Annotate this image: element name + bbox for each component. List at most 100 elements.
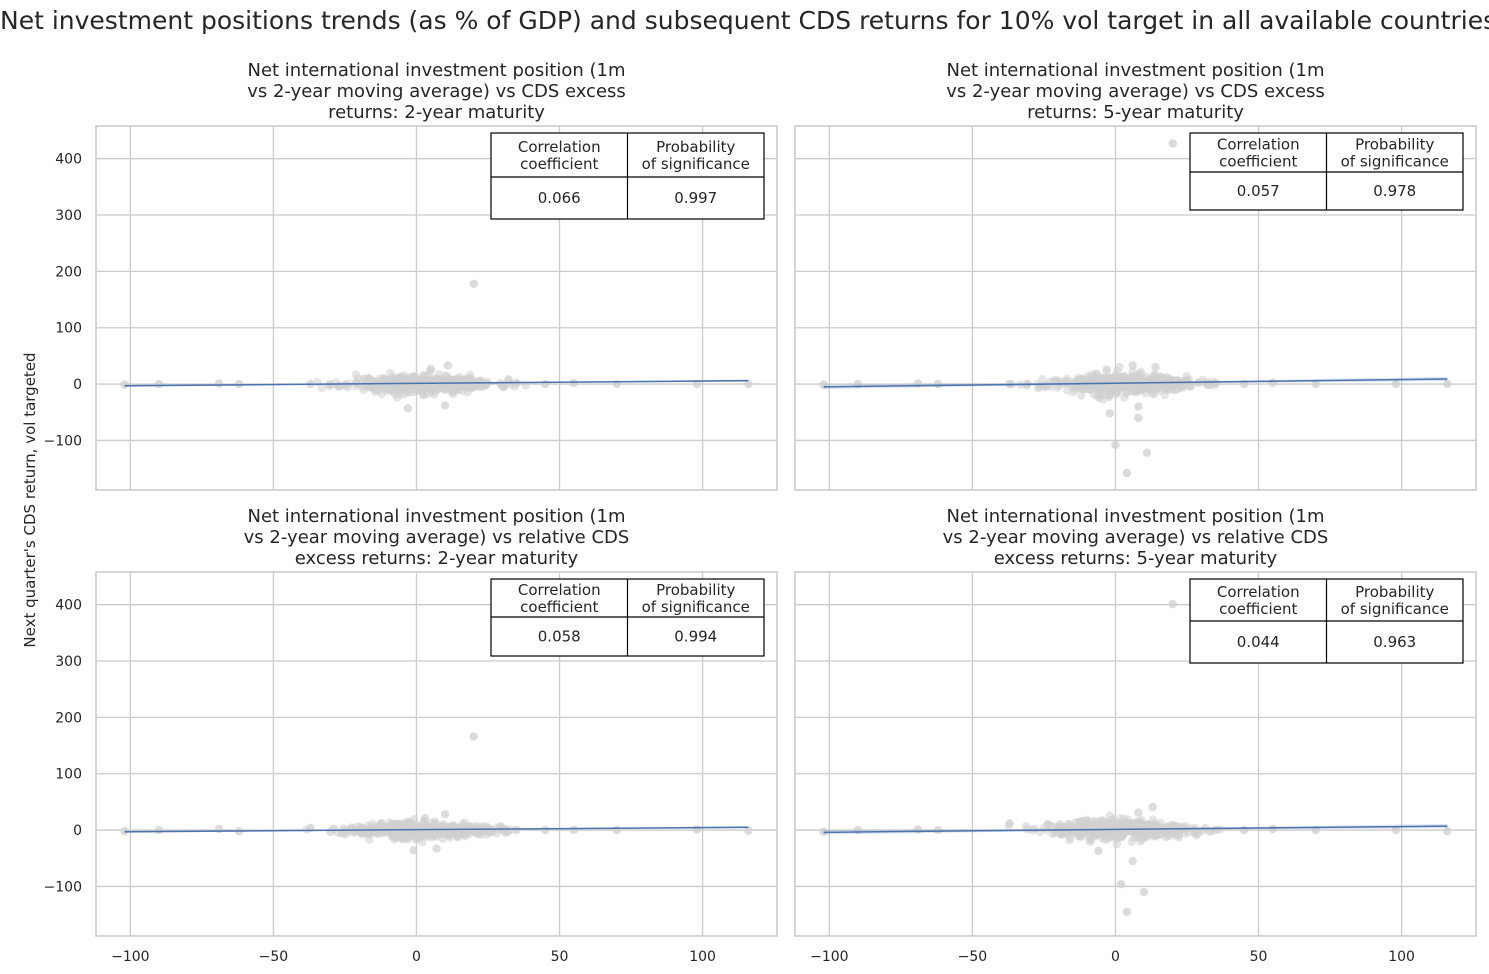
- scatter-point: [1128, 361, 1137, 370]
- table-value-cell: 0.994: [674, 628, 717, 646]
- scatter-point: [1079, 384, 1088, 393]
- panel-title: Net international investment position (1…: [244, 506, 630, 569]
- scatter-point-outlier: [1116, 879, 1126, 889]
- points-layer: [819, 139, 1452, 478]
- x-tick-label: 50: [551, 949, 569, 965]
- scatter-point: [1127, 837, 1136, 847]
- scatter-point: [1148, 802, 1157, 812]
- scatter-point: [420, 831, 429, 840]
- axes-frame: [95, 571, 778, 937]
- scatter-point-outlier: [1111, 440, 1120, 450]
- y-tick-label: 200: [55, 710, 82, 726]
- scatter-point: [1087, 836, 1096, 845]
- scatter-point: [1112, 840, 1122, 849]
- panel-title: Net international investment position (1…: [943, 506, 1329, 569]
- scatter-point: [1123, 381, 1132, 391]
- scatter-point-outlier: [541, 825, 550, 835]
- scatter-point: [473, 829, 482, 838]
- regression-line: [124, 826, 749, 833]
- points-layer: [120, 732, 753, 855]
- panel-1: −100 0 100 200 300 400 Net international inves…: [44, 60, 778, 491]
- scatter-point-outlier: [1211, 378, 1220, 388]
- table-header-cell: Probability of significance: [642, 581, 750, 616]
- scatter-point: [455, 375, 464, 385]
- scatter-point: [434, 375, 444, 384]
- scatter-point-outlier: [569, 378, 579, 388]
- scatter-point: [521, 381, 530, 390]
- x-tick-label: 0: [412, 949, 421, 965]
- table-value-cell: 0.058: [538, 628, 581, 646]
- scatter-point: [1082, 815, 1091, 824]
- axes-frame: [794, 571, 1477, 937]
- scatter-point: [478, 821, 487, 831]
- scatter-point: [1105, 409, 1114, 418]
- scatter-point-outlier: [1142, 448, 1152, 458]
- scatter-point-outlier: [1391, 379, 1401, 389]
- scatter-point: [1021, 821, 1031, 831]
- scatter-point: [1022, 381, 1032, 390]
- scatter-point: [460, 818, 469, 827]
- scatter-point: [445, 829, 454, 838]
- scatter-point: [399, 390, 409, 399]
- axes-frame: [95, 125, 778, 491]
- table-value-cell: 0.057: [1237, 182, 1280, 200]
- x-tick-label: −100: [111, 949, 149, 965]
- x-tick-label: −50: [259, 949, 289, 965]
- scatter-point: [1111, 388, 1121, 397]
- scatter-point-outlier: [1311, 379, 1320, 389]
- table-value-cell: 0.978: [1373, 182, 1416, 200]
- scatter-point: [1151, 362, 1160, 372]
- scatter-point: [1090, 820, 1100, 829]
- scatter-point: [431, 829, 440, 838]
- scatter-point: [386, 368, 395, 378]
- y-tick-label: −100: [44, 433, 82, 449]
- y-tick-label: 400: [55, 152, 82, 168]
- scatter-point: [1104, 827, 1114, 836]
- axes-frame: [794, 125, 1477, 491]
- scatter-point: [403, 404, 413, 413]
- scatter-point: [1077, 391, 1086, 400]
- scatter-point: [1095, 384, 1104, 394]
- scatter-point: [448, 383, 458, 392]
- scatter-point-outlier: [214, 379, 224, 388]
- y-tick-label: 0: [73, 823, 82, 839]
- scatter-point: [386, 385, 395, 394]
- scatter-point: [1123, 375, 1132, 385]
- stats-table: Correlation coefficient Probability of sign…: [490, 132, 765, 220]
- scatter-point: [409, 846, 418, 855]
- scatter-point: [1097, 833, 1107, 843]
- scatter-point: [351, 370, 361, 379]
- scatter-point: [1134, 808, 1143, 817]
- scatter-point-outlier: [692, 825, 702, 834]
- scatter-point-outlier: [1168, 139, 1177, 148]
- y-tick-label: 100: [55, 321, 82, 337]
- scatter-point: [1172, 830, 1182, 840]
- scatter-point-outlier: [512, 825, 521, 835]
- points-layer: [819, 599, 1452, 916]
- points-layer: [120, 279, 753, 413]
- scatter-point-outlier: [154, 379, 164, 389]
- scatter-point: [411, 381, 420, 390]
- scatter-point: [1064, 819, 1074, 829]
- table-header-cell: Correlation coefficient: [518, 581, 601, 616]
- scatter-point: [341, 830, 350, 839]
- scatter-point-outlier: [1122, 468, 1132, 478]
- table-header-cell: Correlation coefficient: [1217, 136, 1300, 171]
- scatter-point: [479, 382, 488, 391]
- scatter-point: [466, 370, 475, 380]
- table-header-cell: Probability of significance: [1341, 136, 1449, 171]
- scatter-point: [392, 824, 401, 833]
- scatter-point-outlier: [1443, 379, 1452, 389]
- scatter-point: [365, 835, 374, 844]
- figure-title: Net investment positions trends (as % of…: [0, 6, 1489, 35]
- table-header-cell: Probability of significance: [1341, 583, 1449, 618]
- scatter-point-outlier: [1268, 824, 1278, 834]
- y-tick-label: 0: [73, 377, 82, 393]
- scatter-point-outlier: [1443, 826, 1452, 836]
- scatter-point: [1054, 376, 1063, 386]
- scatter-point-outlier: [569, 825, 579, 835]
- scatter-point: [1094, 846, 1103, 856]
- regression-line: [124, 379, 749, 387]
